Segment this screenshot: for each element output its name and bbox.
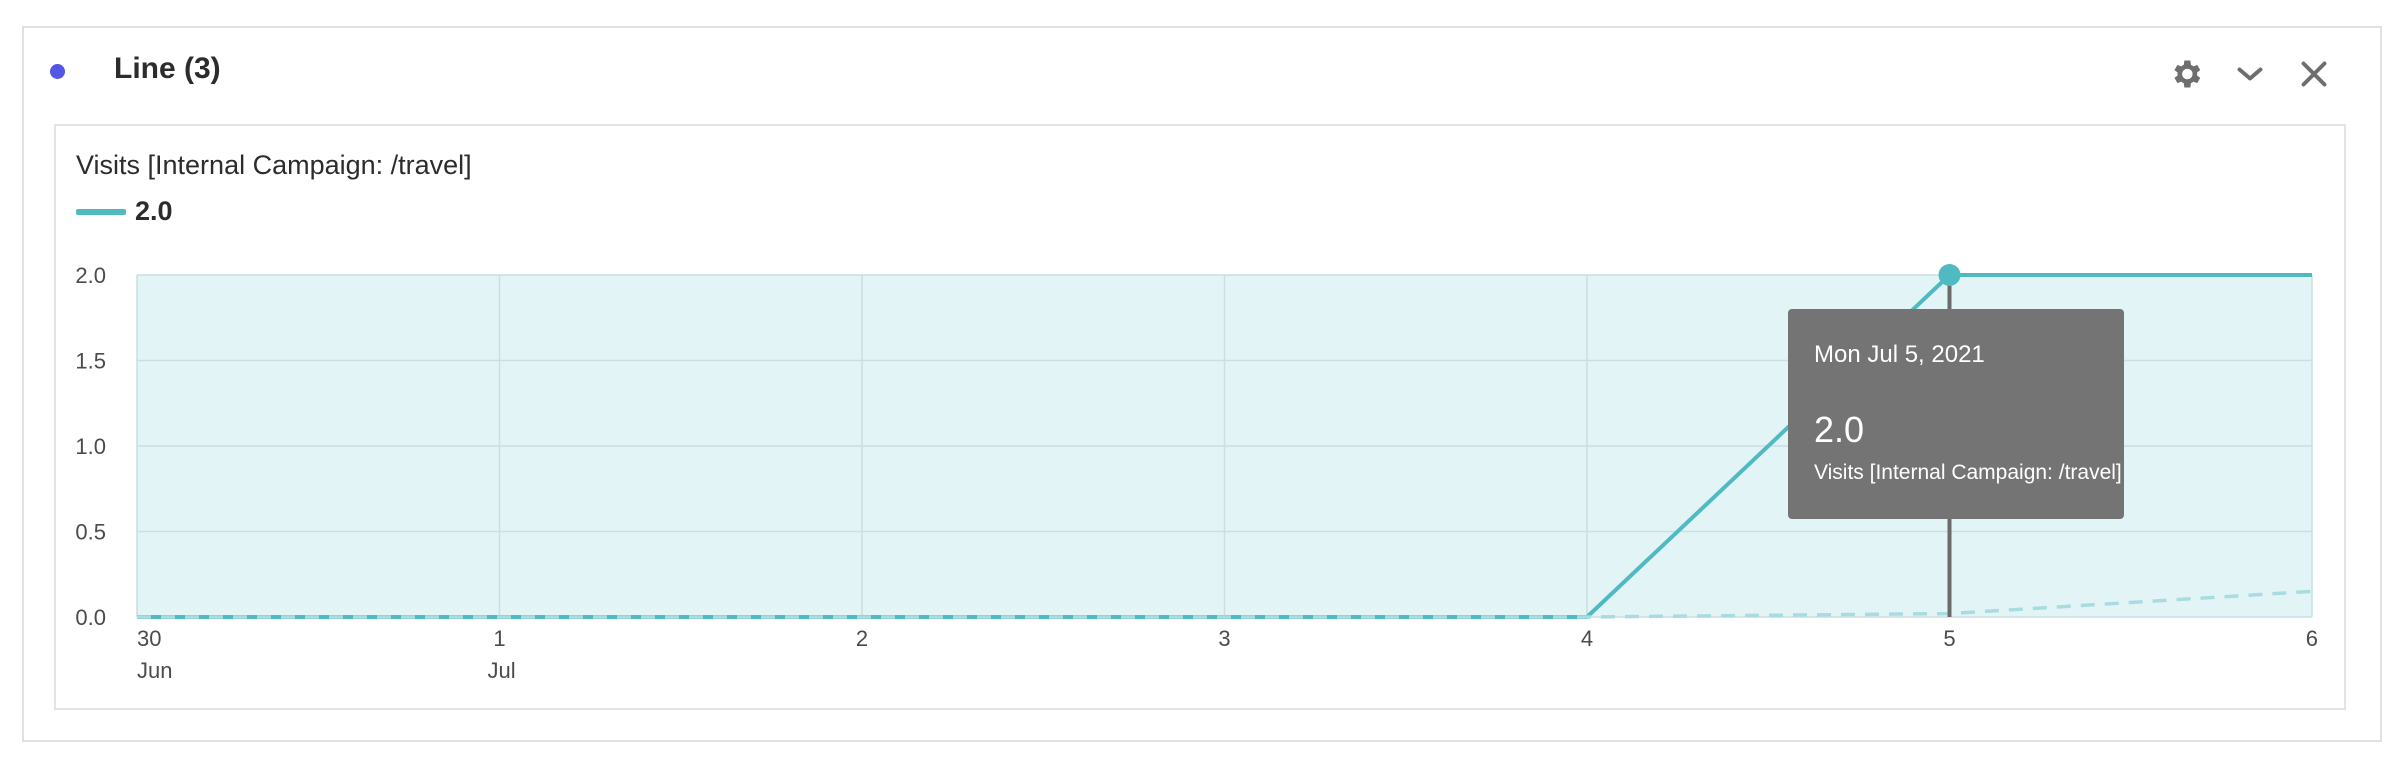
x-tick-day: 30 <box>137 626 161 651</box>
x-tick-month: Jul <box>488 658 516 683</box>
x-tick-day: 3 <box>1218 626 1230 651</box>
chart-container <box>54 124 2346 710</box>
x-tick-day: 6 <box>2306 626 2318 651</box>
chart-title: Visits [Internal Campaign: /travel] <box>76 150 472 180</box>
y-tick-label: 1.0 <box>75 434 106 459</box>
legend-swatch <box>76 209 126 215</box>
x-tick-day: 4 <box>1581 626 1593 651</box>
y-tick-label: 0.0 <box>75 605 106 630</box>
gear-icon[interactable] <box>2168 56 2204 92</box>
chart-tooltip: Mon Jul 5, 2021 2.0 Visits [Internal Cam… <box>1788 309 2124 519</box>
tooltip-value: 2.0 <box>1814 409 1865 450</box>
x-tick-day: 2 <box>856 626 868 651</box>
x-tick-month: Jun <box>137 658 172 683</box>
hover-point <box>1938 264 1961 286</box>
tooltip-date: Mon Jul 5, 2021 <box>1814 341 1985 368</box>
panel-title: Line (3) <box>114 52 221 85</box>
panel-color-dot <box>50 64 65 79</box>
legend-label: 2.0 <box>135 196 173 226</box>
y-tick-label: 0.5 <box>75 519 106 544</box>
x-tick-day: 5 <box>1943 626 1955 651</box>
y-tick-label: 2.0 <box>75 263 106 288</box>
tooltip-metric: Visits [Internal Campaign: /travel] <box>1814 461 2122 484</box>
close-icon[interactable] <box>2296 56 2332 92</box>
chevron-down-icon[interactable] <box>2232 56 2268 92</box>
y-tick-label: 1.5 <box>75 348 106 373</box>
x-tick-day: 1 <box>493 626 505 651</box>
